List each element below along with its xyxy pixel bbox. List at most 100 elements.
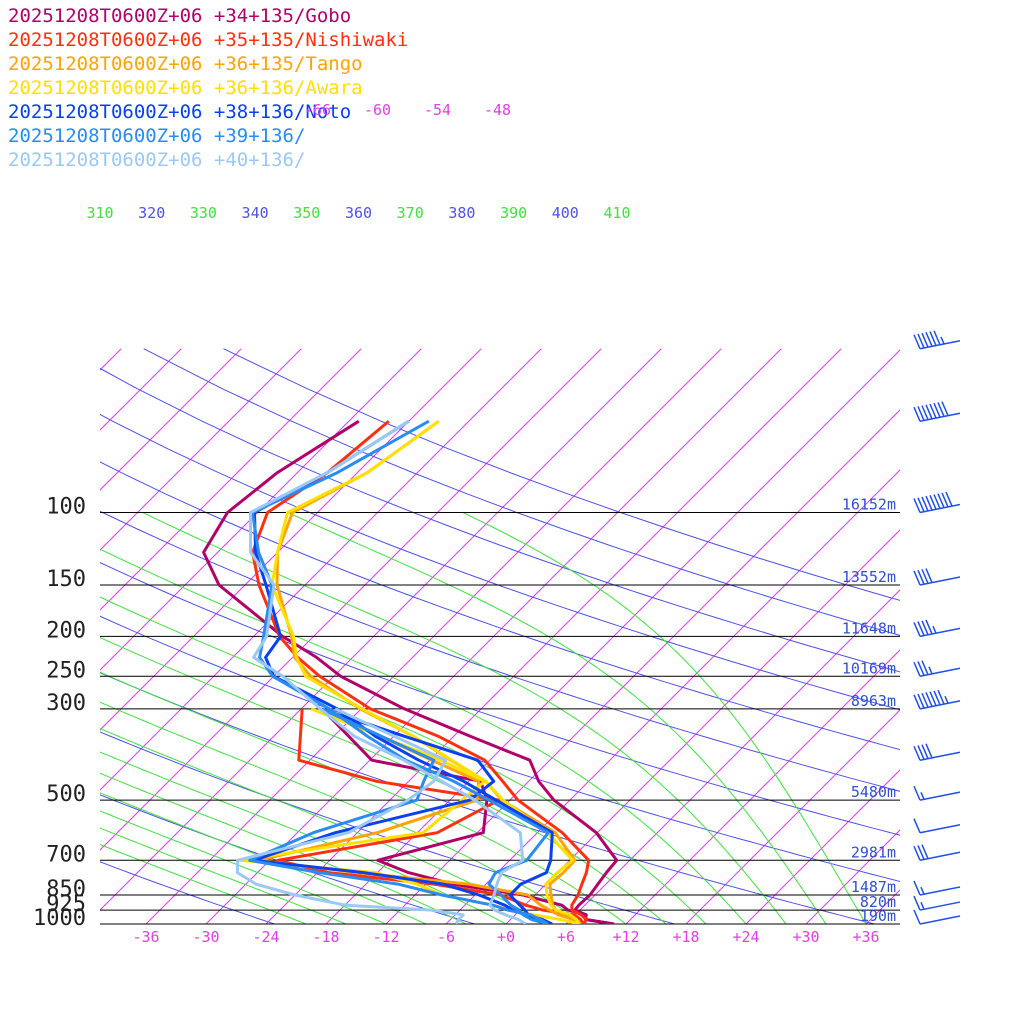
wind-barb-staff	[919, 627, 961, 638]
isotherm-line	[625, 649, 900, 924]
pressure-label: 200	[46, 618, 86, 643]
upper-temp-label: -66	[304, 101, 331, 119]
height-label: 5480m	[851, 783, 896, 801]
wind-barb-flag	[921, 332, 929, 348]
isotherm-line	[100, 348, 362, 611]
wind-barb-flag	[913, 406, 921, 422]
wind-barb	[913, 491, 961, 514]
x-tick-label: -30	[192, 928, 219, 946]
wind-barb-flag	[921, 620, 929, 636]
wind-barb-flag	[937, 493, 945, 508]
theta-label: 310	[86, 204, 113, 222]
theta-label: 320	[138, 204, 165, 222]
wind-barb-flag	[921, 569, 929, 584]
temperature-line	[253, 419, 554, 924]
wind-barb-flag	[921, 692, 929, 708]
wind-barb-flag	[929, 691, 937, 706]
wind-barb-half-flag	[920, 886, 925, 895]
wind-barb-half-flag	[920, 792, 925, 800]
moist-adiabat-line	[287, 512, 827, 924]
wind-barb-flag	[933, 494, 941, 509]
wind-barb-flag	[925, 743, 933, 759]
pressure-label: 150	[46, 567, 86, 592]
pressure-label: 1000	[33, 906, 86, 931]
x-tick-label: -36	[132, 928, 159, 946]
theta-label: 360	[345, 204, 372, 222]
x-tick-label: -6	[437, 928, 455, 946]
wind-barb-half-flag	[944, 695, 949, 704]
wind-barb-staff	[919, 576, 961, 586]
isotherm-line	[745, 769, 900, 924]
legend-entry-awara: 20251208T0600Z+06 +36+136/Awara	[8, 77, 363, 99]
wind-barb-flag	[913, 661, 921, 677]
dewpoint-line	[248, 707, 549, 924]
wind-barb	[913, 880, 961, 896]
wind-barb-flag	[925, 495, 933, 511]
upper-temp-label: -60	[364, 101, 391, 119]
wind-barb	[913, 568, 961, 586]
pressure-label: 100	[46, 495, 86, 520]
wind-barb-flag	[921, 405, 929, 420]
theta-label: 380	[448, 204, 475, 222]
wind-barb-flag	[937, 689, 945, 705]
x-tick-label: +12	[612, 928, 639, 946]
wind-barb	[913, 330, 961, 350]
wind-barb-half-flag	[920, 901, 925, 910]
dewpoint-line	[235, 707, 465, 924]
dry-adiabat-line	[100, 731, 675, 924]
x-tick-label: -18	[312, 928, 339, 946]
wind-barb-flag	[933, 330, 941, 346]
wind-barb-flag	[925, 692, 933, 707]
wind-barb-staff	[919, 791, 961, 801]
height-label: 820m	[860, 893, 896, 911]
height-label: 16152m	[842, 496, 896, 514]
wind-barb-staff	[919, 667, 961, 677]
wind-barb-flag	[913, 785, 921, 801]
wind-barb-flag	[913, 895, 921, 911]
wind-barb-staff	[919, 886, 961, 896]
x-tick-label: +30	[792, 928, 819, 946]
wind-barb-flag	[917, 569, 925, 585]
wind-barb-flag	[925, 404, 933, 420]
wind-barb-flag	[917, 406, 925, 421]
wind-barb-staff	[919, 915, 961, 925]
wind-barb-staff	[919, 901, 961, 911]
wind-barb-staff	[919, 851, 961, 861]
wind-barb-flag	[933, 402, 941, 418]
wind-barb-flag	[921, 744, 929, 759]
height-label: 8963m	[851, 692, 896, 710]
theta-label: 350	[293, 204, 320, 222]
wind-barb	[913, 689, 961, 710]
temperature-line	[249, 419, 527, 924]
wind-barb-flag	[917, 693, 925, 709]
upper-temp-label: -54	[424, 101, 451, 119]
wind-barb-flag	[913, 745, 921, 761]
wind-barb-staff	[919, 823, 961, 834]
wind-barb-flag	[925, 619, 933, 635]
height-label: 13552m	[842, 568, 896, 586]
x-tick-label: +18	[672, 928, 699, 946]
temperature-line	[251, 420, 591, 924]
height-label: 2981m	[851, 843, 896, 861]
pressure-label: 250	[46, 658, 86, 683]
wind-barb-flag	[917, 497, 925, 512]
isotherm-line	[0, 349, 1, 924]
isotherm-line	[100, 348, 302, 551]
theta-label: 410	[603, 204, 630, 222]
wind-barb-flag	[921, 844, 929, 859]
isotherm-line	[685, 709, 900, 924]
wind-barb-flag	[921, 496, 929, 512]
x-tick-label: -24	[252, 928, 279, 946]
theta-label: 400	[552, 204, 579, 222]
dry-adiabat-line	[100, 672, 875, 924]
x-tick-label: +36	[852, 928, 879, 946]
x-tick-label: +6	[557, 928, 575, 946]
wind-barb-flag	[913, 622, 921, 637]
wind-barb-flag	[925, 568, 933, 583]
wind-barb	[913, 743, 961, 761]
wind-barb-flag	[913, 694, 921, 710]
isotherm-line	[926, 349, 1024, 924]
x-tick-label: +0	[497, 928, 515, 946]
